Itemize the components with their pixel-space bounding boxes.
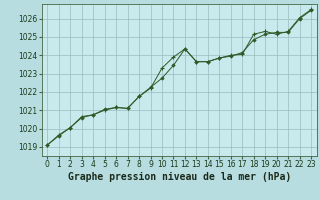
X-axis label: Graphe pression niveau de la mer (hPa): Graphe pression niveau de la mer (hPa) xyxy=(68,172,291,182)
